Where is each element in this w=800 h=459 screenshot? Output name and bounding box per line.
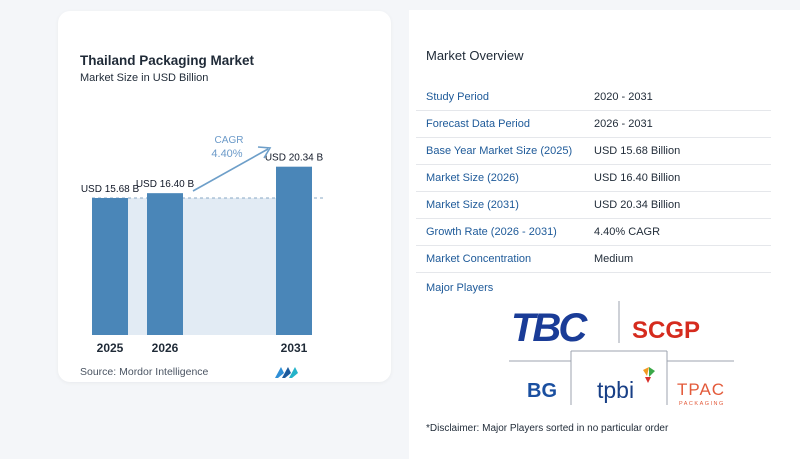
- logo-tpbi: tpbi: [597, 377, 634, 403]
- row-label: Base Year Market Size (2025): [426, 145, 573, 157]
- logo-tpac: TPAC: [677, 380, 725, 399]
- row-value: 2020 - 2031: [594, 91, 653, 103]
- logo-tpac-subtext: PACKAGING: [679, 401, 725, 407]
- logo-bg: BG: [527, 380, 557, 402]
- x-tick-2031: 2031: [281, 341, 308, 355]
- logo-tbc: TBC: [511, 306, 588, 350]
- row-label: Market Size (2031): [426, 199, 519, 211]
- logo-scgp: SCGP: [632, 317, 700, 344]
- bar-2025: [92, 198, 128, 335]
- mordor-intelligence-logo: [275, 367, 298, 378]
- row-label: Growth Rate (2026 - 2031): [426, 226, 557, 238]
- major-players-logos: TBC SCGP BG tpbi TPAC PACKAGING: [509, 301, 734, 407]
- x-tick-2025: 2025: [97, 341, 124, 355]
- x-tick-2026: 2026: [152, 341, 179, 355]
- market-overview-panel: Market Overview Study Period 2020 - 2031 …: [409, 10, 800, 459]
- row-label: Market Size (2026): [426, 172, 519, 184]
- table-row: Forecast Data Period 2026 - 2031: [416, 111, 771, 138]
- table-row: Market Size (2026) USD 16.40 Billion: [416, 165, 771, 192]
- table-row: Base Year Market Size (2025) USD 15.68 Bi…: [416, 138, 771, 165]
- chart-subtitle: Market Size in USD Billion: [80, 72, 209, 84]
- bar-label-2031: USD 20.34 B: [265, 153, 324, 164]
- row-label: Forecast Data Period: [426, 118, 530, 130]
- row-value: USD 20.34 Billion: [594, 199, 681, 211]
- tpbi-leaf-icon: [643, 367, 655, 383]
- row-value: Medium: [594, 253, 634, 265]
- bar-label-2026: USD 16.40 B: [136, 179, 195, 190]
- row-value: USD 15.68 Billion: [594, 145, 681, 157]
- row-value: 4.40% CAGR: [594, 226, 661, 238]
- bar-2031: [276, 166, 312, 335]
- disclaimer: *Disclaimer: Major Players sorted in no …: [426, 423, 669, 434]
- table-row: Market Concentration Medium: [416, 246, 771, 273]
- row-label: Study Period: [426, 91, 489, 103]
- major-players-label: Major Players: [426, 282, 494, 294]
- bar-2026: [147, 193, 183, 335]
- table-row: Growth Rate (2026 - 2031) 4.40% CAGR: [416, 219, 771, 246]
- chart-title: Thailand Packaging Market: [80, 53, 255, 68]
- bar-label-2025: USD 15.68 B: [81, 184, 140, 195]
- cagr-label: CAGR: [215, 135, 244, 146]
- overview-table: Study Period 2020 - 2031 Forecast Data Pe…: [416, 84, 771, 273]
- bar-gap-band: [92, 198, 312, 335]
- row-label: Market Concentration: [426, 253, 532, 265]
- cagr-value: 4.40%: [211, 148, 242, 160]
- cagr-arrow: [192, 148, 269, 192]
- table-row: Market Size (2031) USD 20.34 Billion: [416, 192, 771, 219]
- table-row: Study Period 2020 - 2031: [416, 84, 771, 111]
- row-value: 2026 - 2031: [594, 118, 653, 130]
- row-value: USD 16.40 Billion: [594, 172, 681, 184]
- cagr-arrow-head: [257, 146, 272, 159]
- overview-title: Market Overview: [426, 48, 524, 63]
- source-note: Source: Mordor Intelligence: [80, 366, 209, 378]
- chart-card: Thailand Packaging Market Market Size in…: [58, 11, 391, 382]
